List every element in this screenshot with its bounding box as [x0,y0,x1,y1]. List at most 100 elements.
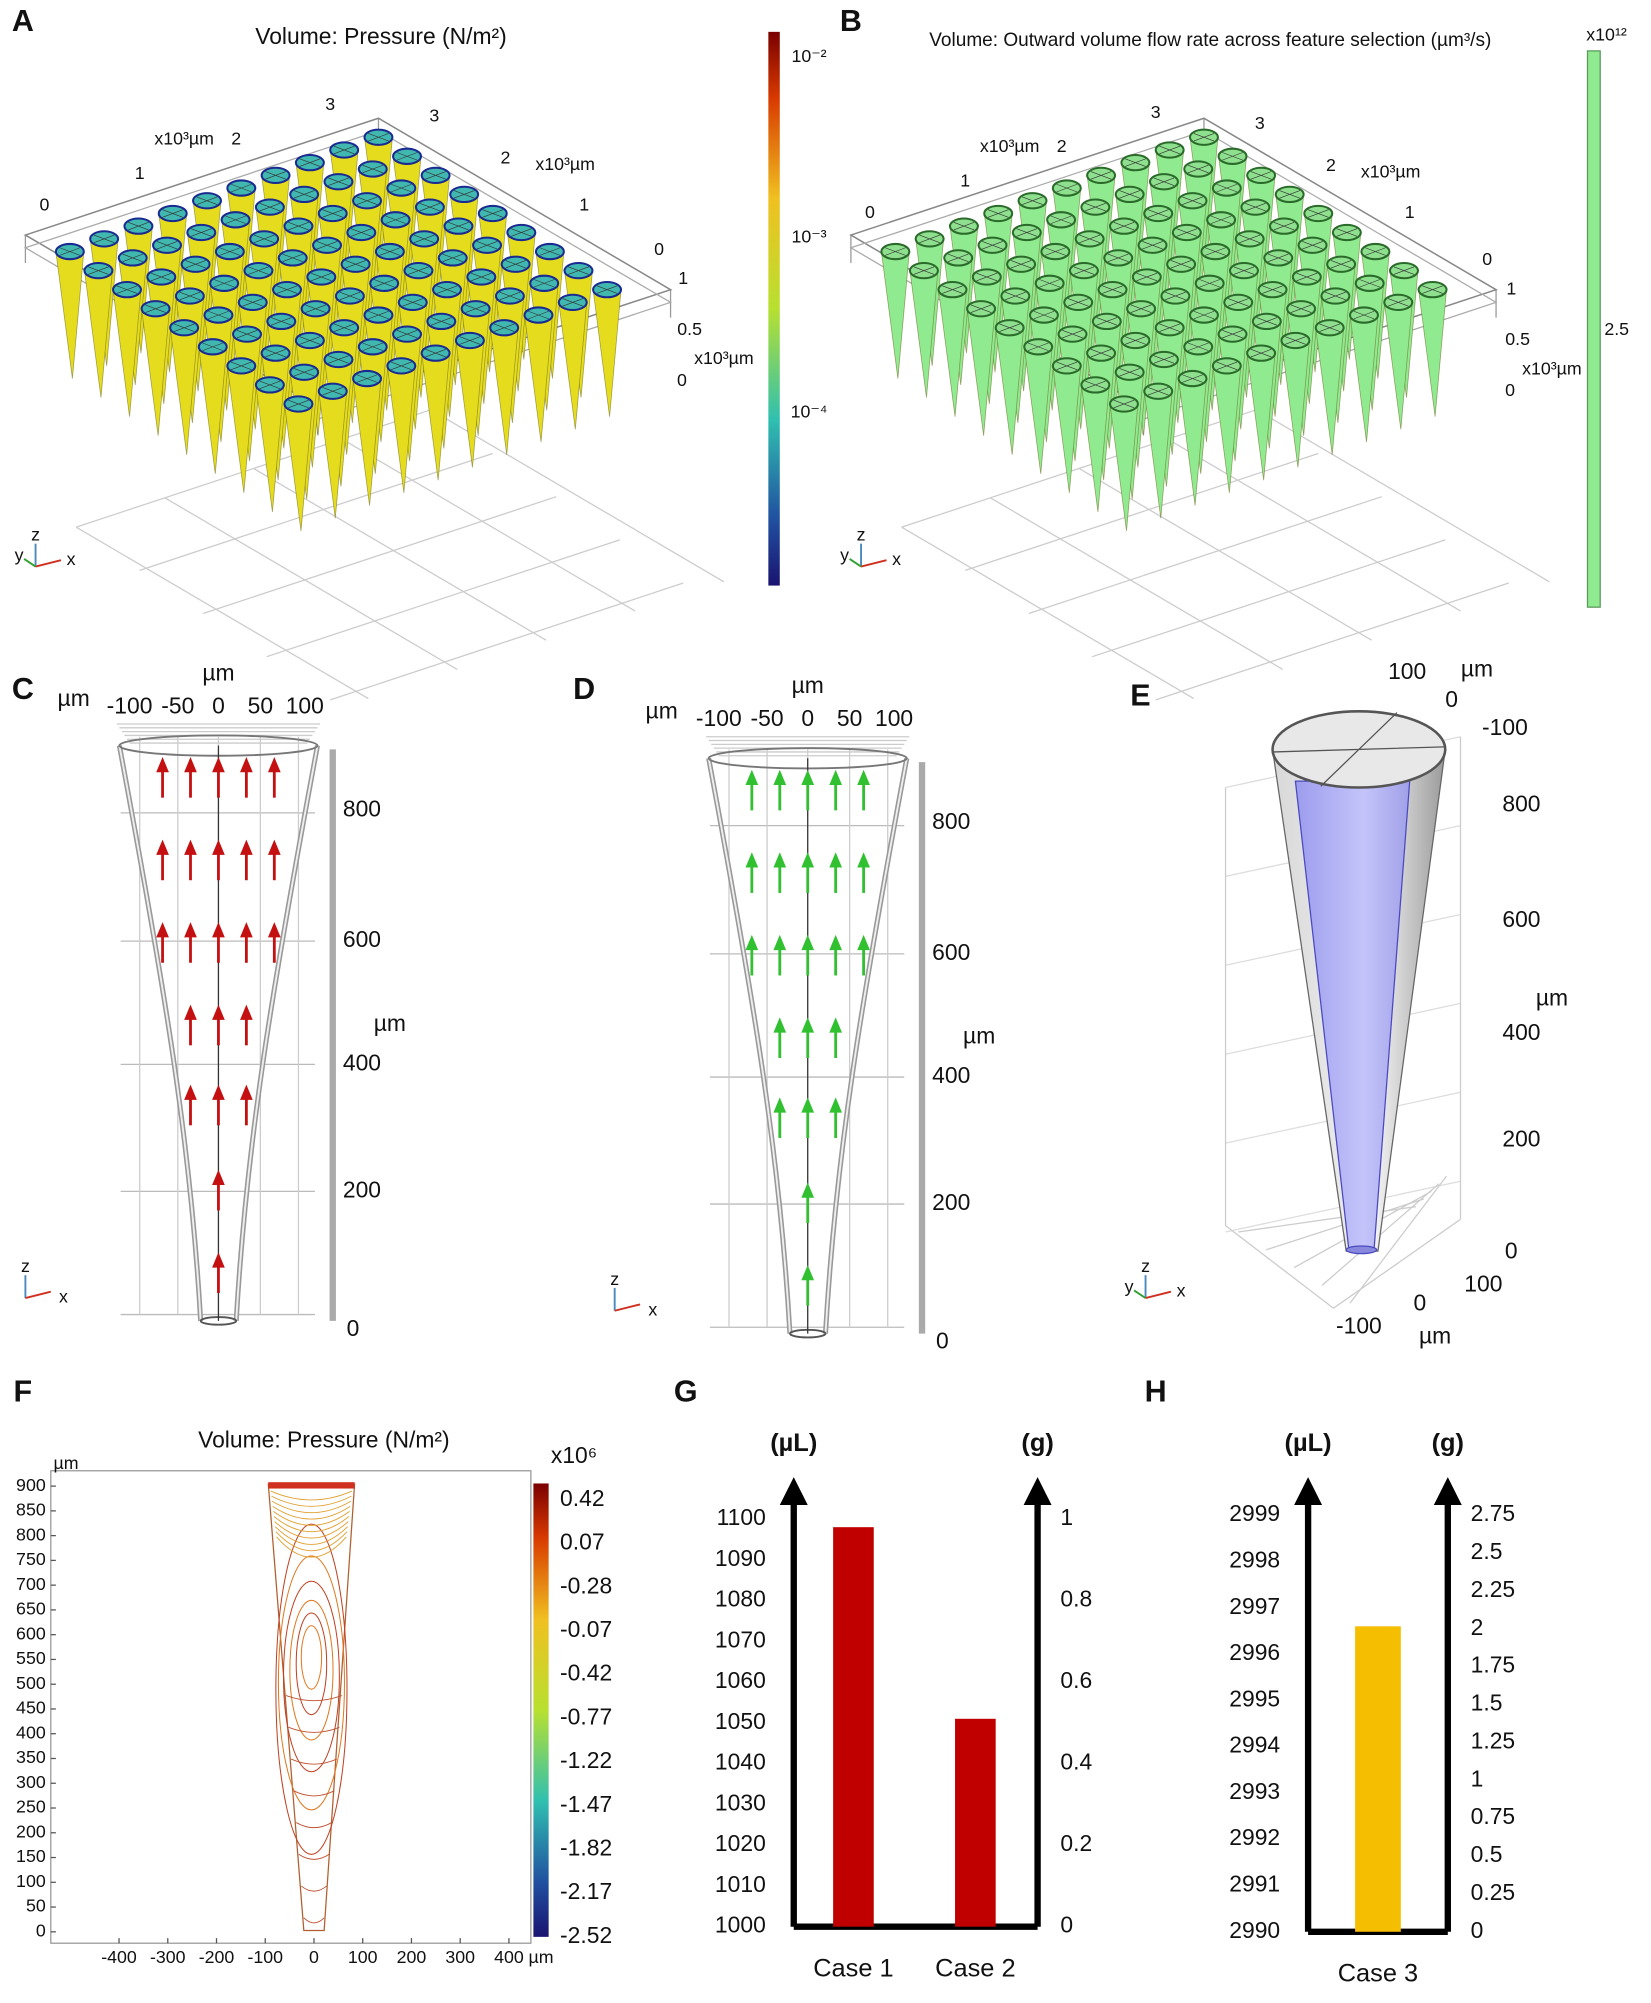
floor-grid [75,526,369,700]
cone-top-cross [299,336,321,345]
panel-label: G [674,1374,698,1408]
flow-arrow-head [267,839,281,855]
cone-top-cross [282,253,304,263]
cone-top-cross [942,285,963,294]
cone-outline [267,1483,356,1932]
cone-top-cross [1273,222,1295,231]
contour-line [298,1853,330,1860]
flow-arrow-head [829,769,843,785]
flow-arrow-head [267,922,281,938]
axis-x [35,559,62,568]
cone-array [23,117,725,701]
cone-top-cross [93,234,115,243]
label: E [1130,678,1150,712]
cone-top-cross [1050,215,1072,224]
cone-top-cross [1170,260,1192,269]
cone-top-cross [419,203,441,212]
cone-top-cross [116,285,138,294]
y-tick-label: 600 [16,1623,46,1643]
cone-top-cross [1107,253,1129,263]
y-axis-label: µm [54,1453,79,1473]
colorbar-label: -0.42 [560,1660,612,1686]
triad-label: z [1141,1256,1150,1276]
label: 200 [1502,1126,1540,1152]
y2-tick-label: 2.75 [1471,1500,1515,1526]
colorbar-label: -2.52 [560,1922,612,1948]
cone-top-cross [391,361,412,370]
y2-tick-label: 2 [1471,1614,1484,1640]
colorbar [768,31,780,586]
cone-top-cross [1222,330,1243,339]
floor-grid [1092,539,1446,658]
cone-top-cross [305,304,326,313]
flow-arrow-head [240,1084,253,1100]
cone-top-cross [1119,368,1140,377]
cone-top-cross [913,266,935,275]
y2-tick-label: 0.6 [1060,1667,1092,1693]
flow-arrow-head [829,934,843,951]
cone-top-cross [288,399,309,409]
cone-top-cross [276,285,298,294]
colorbar-label: -0.77 [560,1703,612,1729]
flow-arrow-head [745,769,759,785]
cone-top-cross [1245,203,1266,212]
chart-title: Volume: Pressure (N/m²) [198,1427,450,1453]
triad-label: z [21,1256,30,1276]
label: µm [963,1023,995,1049]
y2-tick-label: 1.25 [1471,1727,1515,1753]
flow-arrow-head [801,1265,815,1281]
cone-top-cross [213,279,235,288]
label: 0 [865,202,875,222]
cone-top-cross [1307,209,1329,218]
cone-top-cross [1365,247,1386,256]
label: -50 [161,693,194,719]
cone-top-cross [999,323,1020,332]
y-tick-label: 2990 [1229,1917,1280,1943]
label: 2 [501,148,511,168]
triad-label: z [610,1269,619,1289]
label: 0 [677,370,687,390]
cone-top-cross [1056,361,1078,370]
cone-top-cross [533,279,555,288]
cone-top-cross [1039,279,1060,288]
label: A [12,4,34,38]
cone-top-cross [1393,266,1415,275]
flow-arrow-head [212,757,225,773]
y-tick-label: 500 [16,1673,46,1693]
flow-arrow-head [184,757,197,773]
y-tick-label: 1060 [715,1667,766,1693]
cone-top-cross [253,234,275,243]
label: x10³µm [1522,358,1582,378]
x-axis-label: µm [528,1947,553,1967]
cone-top-cross [231,361,252,370]
label: 800 [932,808,970,834]
triad-label: x [892,549,901,569]
y-tick-label: 1010 [715,1871,766,1897]
contour-line [290,1758,338,1765]
floor-grid [1155,582,1509,701]
flow-arrow-head [857,934,870,951]
cone-top-cross [311,272,332,282]
panel-title: Volume: Outward volume flow rate across … [929,30,1491,51]
cone-top-cross [493,323,515,332]
contour-line [289,1599,334,1741]
label: 600 [343,926,381,952]
x-tick-label: 400 [494,1947,524,1967]
flow-arrow-head [240,1004,253,1020]
floor-grid [965,452,1319,571]
cone-top-cross [1227,298,1249,307]
flow-arrow-head [829,1097,843,1113]
x-tick-label: 100 [348,1947,378,1967]
y-tick-label: 200 [16,1821,46,1841]
floor-grid [901,526,1195,700]
cone-top-cross [1250,171,1272,180]
cone-top-cross [1199,279,1220,288]
flow-arrow-head [156,757,169,773]
cone-top-cross [562,298,584,307]
cone-top-cross [1290,304,1312,313]
cone-top-cross [202,342,223,351]
cone-top-cross [242,298,264,307]
cone-top-cross [1296,272,1318,282]
